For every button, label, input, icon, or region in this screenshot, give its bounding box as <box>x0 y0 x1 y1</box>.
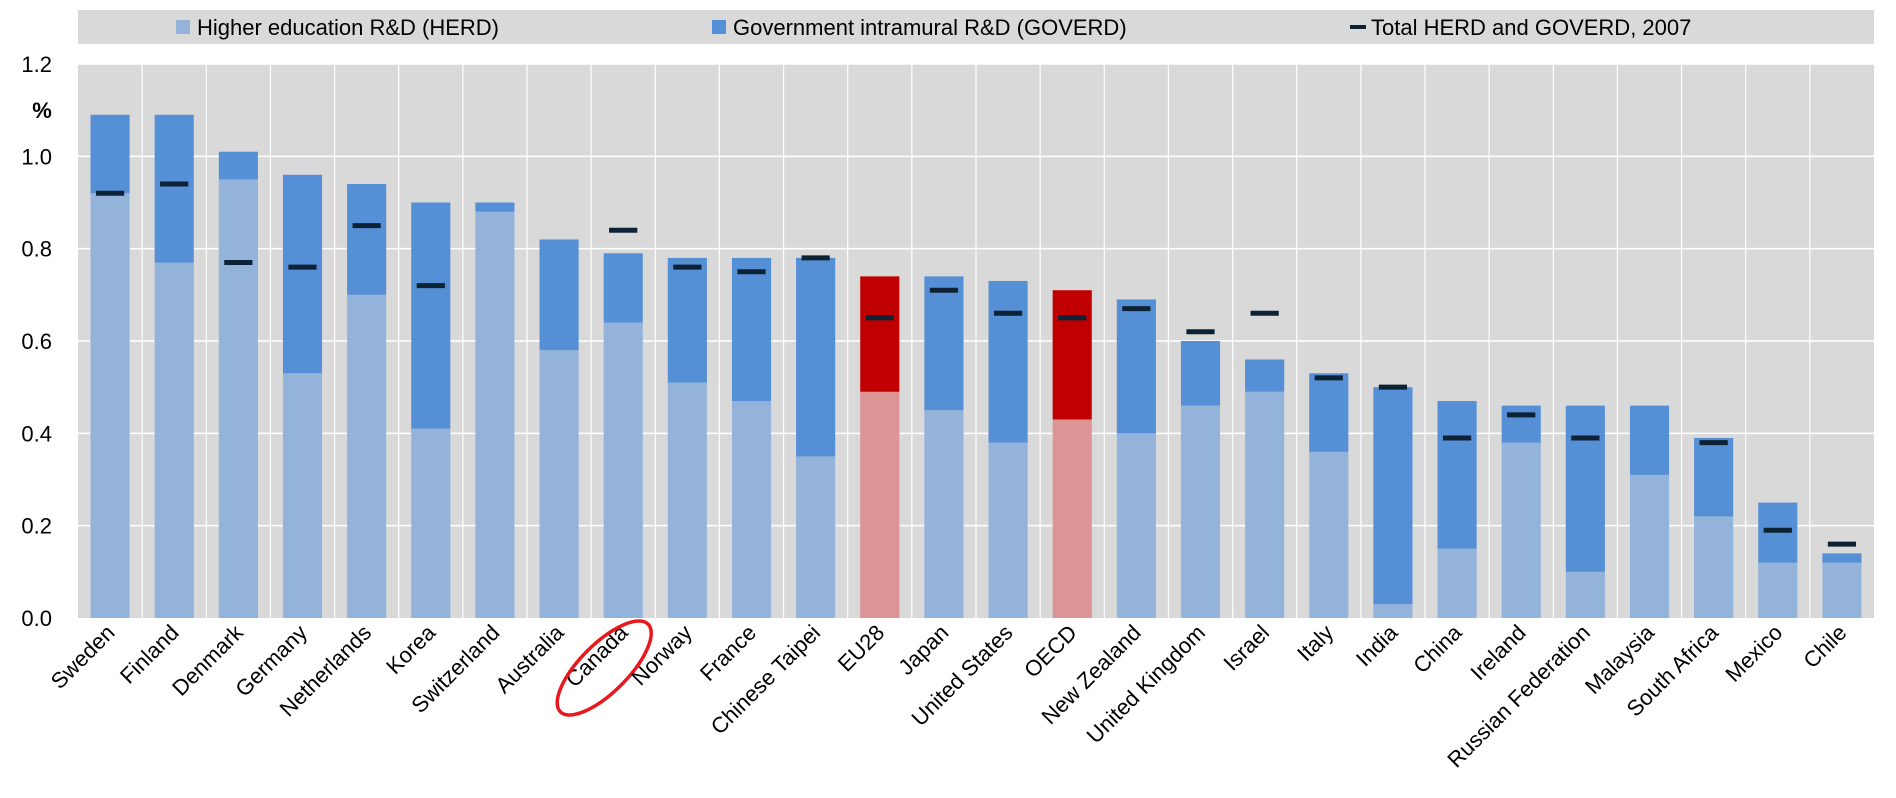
bar-herd-chile <box>1822 562 1862 618</box>
bar-goverd-germany <box>282 174 323 374</box>
bar-herd-eu28 <box>860 391 900 618</box>
y-tick-label: 1.2 <box>21 52 52 77</box>
bar-goverd-sweden <box>90 114 130 194</box>
bar-goverd-finland <box>154 114 194 263</box>
bar-goverd-france <box>731 257 772 402</box>
bar-herd-canada <box>603 322 643 618</box>
bar-herd-switzerland <box>475 211 515 618</box>
x-tick-label-australia: Australia <box>490 619 569 698</box>
bar-goverd-eu28 <box>860 276 900 392</box>
bar-herd-korea <box>411 428 451 618</box>
bar-goverd-chinese-taipei <box>796 257 836 457</box>
bar-goverd-oecd <box>1052 290 1092 420</box>
x-tick-label-norway: Norway <box>626 620 696 690</box>
bar-goverd-israel <box>1245 359 1285 392</box>
bar-herd-united-kingdom <box>1180 405 1221 618</box>
x-tick-label-italy: Italy <box>1292 620 1338 666</box>
y-tick-label: 1.0 <box>21 144 52 169</box>
bar-goverd-korea <box>411 202 451 429</box>
legend-background <box>78 10 1874 44</box>
x-tick-label-chinese-taipei: Chinese Taipei <box>706 620 825 739</box>
bar-goverd-norway <box>667 257 707 383</box>
bar-goverd-new-zealand <box>1116 299 1156 434</box>
bar-goverd-south-africa <box>1694 437 1734 517</box>
legend-label-1: Higher education R&D (HERD) <box>197 15 499 40</box>
bar-herd-oecd <box>1052 419 1092 618</box>
bar-herd-ireland <box>1501 442 1541 618</box>
bar-goverd-malaysia <box>1629 405 1670 475</box>
x-tick-label-sweden: Sweden <box>46 620 120 694</box>
x-tick-label-chile: Chile <box>1798 620 1851 673</box>
highlight-circle-canada <box>555 619 653 717</box>
x-tick-label-united-kingdom: United Kingdom <box>1082 620 1210 748</box>
bar-herd-norway <box>667 382 707 618</box>
x-tick-label-mexico: Mexico <box>1720 620 1787 687</box>
legend-label-3: Total HERD and GOVERD, 2007 <box>1371 15 1691 40</box>
bar-herd-netherlands <box>347 294 387 618</box>
bar-goverd-united-kingdom <box>1180 341 1221 406</box>
bar-goverd-russian-federation <box>1565 405 1605 572</box>
bar-herd-mexico <box>1758 562 1798 618</box>
bar-goverd-denmark <box>218 151 258 180</box>
bar-herd-south-africa <box>1694 516 1734 618</box>
bar-herd-india <box>1373 604 1413 618</box>
bar-herd-denmark <box>218 179 258 618</box>
bar-goverd-switzerland <box>475 202 515 212</box>
bar-goverd-italy <box>1309 373 1349 452</box>
bar-herd-france <box>731 401 772 618</box>
bar-goverd-ireland <box>1501 405 1541 443</box>
bar-goverd-china <box>1437 401 1477 549</box>
bar-goverd-netherlands <box>347 184 387 295</box>
bar-herd-germany <box>282 373 323 618</box>
bar-herd-australia <box>539 350 579 618</box>
y-tick-label: 0.6 <box>21 329 52 354</box>
bar-herd-finland <box>154 262 194 618</box>
x-tick-label-israel: Israel <box>1218 620 1274 676</box>
bar-goverd-chile <box>1822 553 1862 563</box>
bar-goverd-japan <box>924 276 964 411</box>
bar-herd-sweden <box>90 193 130 618</box>
bar-goverd-united-states <box>988 280 1028 443</box>
x-tick-label-oecd: OECD <box>1019 620 1082 683</box>
legend-swatch-2 <box>712 20 726 34</box>
x-tick-label-china: China <box>1408 619 1467 678</box>
bar-herd-israel <box>1245 391 1285 618</box>
bar-herd-united-states <box>988 442 1028 618</box>
bar-goverd-australia <box>539 239 579 351</box>
y-tick-label: 0.2 <box>21 514 52 539</box>
y-tick-label: 0.8 <box>21 237 52 262</box>
x-tick-label-korea: Korea <box>381 619 441 679</box>
bar-herd-china <box>1437 548 1477 618</box>
bar-goverd-india <box>1373 387 1413 605</box>
x-tick-label-india: India <box>1351 619 1403 671</box>
x-tick-label-japan: Japan <box>893 620 953 680</box>
bar-herd-japan <box>924 410 964 618</box>
y-tick-label: 0.0 <box>21 606 52 631</box>
bar-herd-russian-federation <box>1565 571 1605 618</box>
legend-swatch-1 <box>176 20 190 34</box>
bar-herd-new-zealand <box>1116 433 1156 618</box>
bar-herd-malaysia <box>1629 474 1670 618</box>
x-tick-label-canada: Canada <box>561 619 634 692</box>
bar-goverd-canada <box>603 253 643 323</box>
bar-herd-italy <box>1309 451 1349 618</box>
legend-label-2: Government intramural R&D (GOVERD) <box>733 15 1127 40</box>
bar-herd-chinese-taipei <box>796 456 836 618</box>
y-unit-label: % <box>32 98 52 123</box>
y-tick-label: 0.4 <box>21 421 52 446</box>
x-tick-label-eu28: EU28 <box>833 620 890 677</box>
